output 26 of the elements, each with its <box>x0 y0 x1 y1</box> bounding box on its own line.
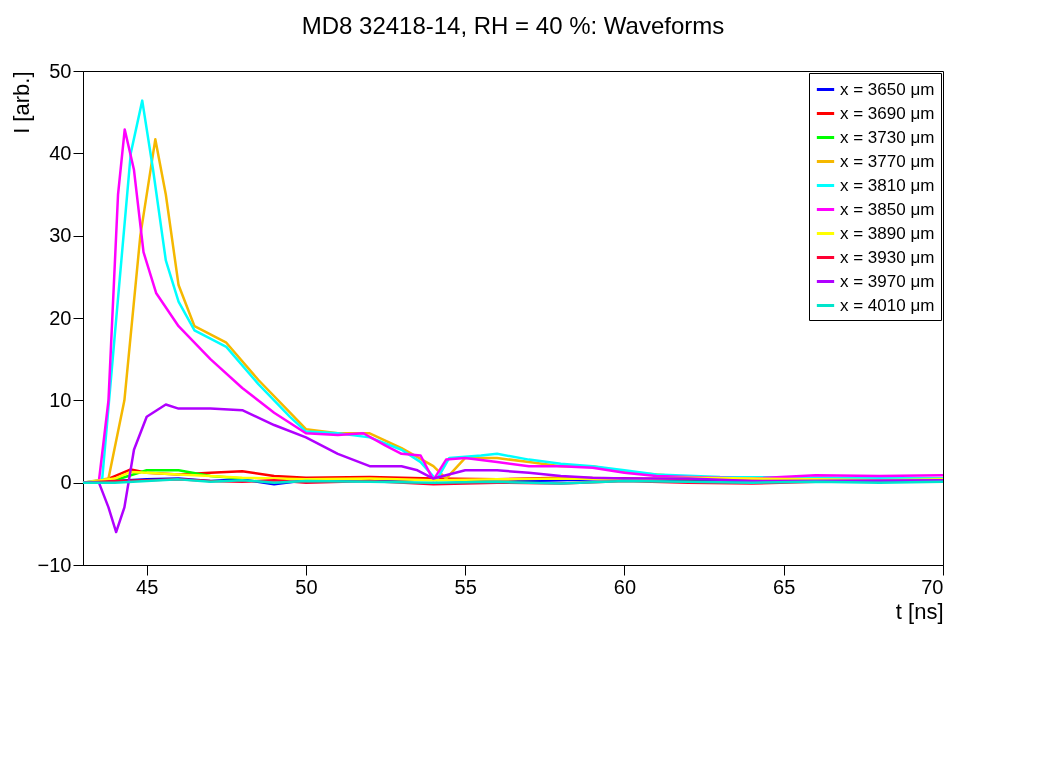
x-tick-label: 55 <box>454 575 477 598</box>
legend-label: x = 3650 μm <box>840 79 935 99</box>
legend-label: x = 3810 μm <box>840 175 935 195</box>
x-axis-title: t [ns] <box>895 598 944 624</box>
x-tick-label: 70 <box>921 575 944 598</box>
x-tick-label: 65 <box>773 575 796 598</box>
y-tick-label: 10 <box>49 388 72 411</box>
y-tick-label: −10 <box>37 553 72 576</box>
y-tick-label: 0 <box>60 471 72 494</box>
legend-label: x = 3930 μm <box>840 247 935 267</box>
legend-label: x = 3850 μm <box>840 199 935 219</box>
x-tick-label: 50 <box>295 575 318 598</box>
legend-label: x = 3890 μm <box>840 223 935 243</box>
legend-label: x = 3730 μm <box>840 127 935 147</box>
legend-label: x = 3770 μm <box>840 151 935 171</box>
chart-title: MD8 32418-14, RH = 40 %: Waveforms <box>301 12 725 39</box>
y-tick-label: 20 <box>49 306 72 329</box>
x-tick-label: 45 <box>136 575 159 598</box>
x-tick-label: 60 <box>613 575 637 598</box>
y-tick-label: 40 <box>49 141 72 164</box>
y-axis-title: I [arb.] <box>8 71 34 134</box>
legend-label: x = 4010 μm <box>840 295 935 315</box>
y-tick-label: 50 <box>49 59 72 82</box>
y-tick-label: 30 <box>49 224 72 247</box>
legend-label: x = 3970 μm <box>840 271 935 291</box>
legend-label: x = 3690 μm <box>840 103 935 123</box>
